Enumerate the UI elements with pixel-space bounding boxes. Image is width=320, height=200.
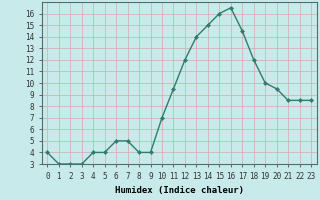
X-axis label: Humidex (Indice chaleur): Humidex (Indice chaleur)	[115, 186, 244, 195]
